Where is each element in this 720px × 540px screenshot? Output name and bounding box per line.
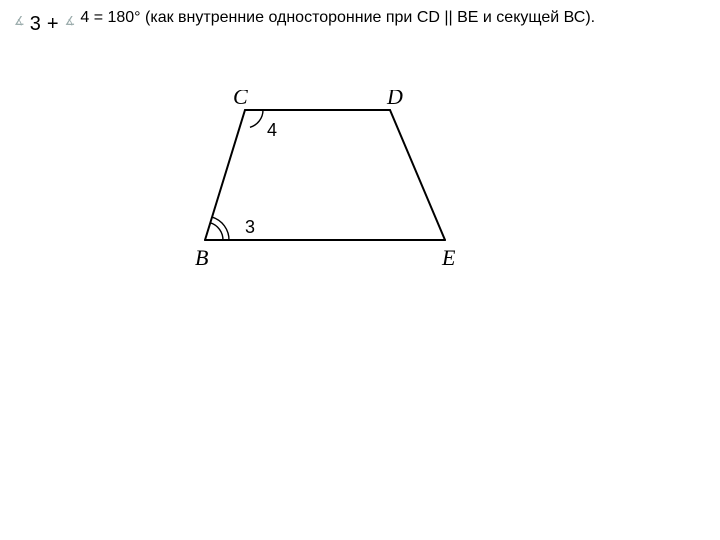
svg-text:4: 4: [267, 120, 277, 140]
statement-rest: 4 = 180° (как внутренние односторонние п…: [80, 8, 595, 29]
page: ∡ 3 + ∡ 4 = 180° (как внутренние односто…: [0, 0, 720, 540]
svg-text:E: E: [441, 245, 456, 270]
statement-plus: +: [47, 8, 59, 36]
svg-text:D: D: [386, 90, 403, 109]
svg-text:C: C: [233, 90, 248, 109]
angle-icon: ∡: [65, 8, 75, 28]
statement-row: ∡ 3 + ∡ 4 = 180° (как внутренние односто…: [14, 8, 595, 36]
svg-text:3: 3: [245, 217, 255, 237]
figure-angle-arcs: [210, 110, 263, 241]
angle-icon: ∡: [14, 8, 24, 28]
figure-labels: B C D E 3 4: [195, 90, 456, 270]
statement-first-num: 3: [30, 8, 41, 36]
trapezoid-figure: B C D E 3 4: [165, 90, 475, 275]
svg-text:B: B: [195, 245, 208, 270]
trapezoid-svg: B C D E 3 4: [165, 90, 475, 275]
figure-edges: [205, 110, 445, 240]
